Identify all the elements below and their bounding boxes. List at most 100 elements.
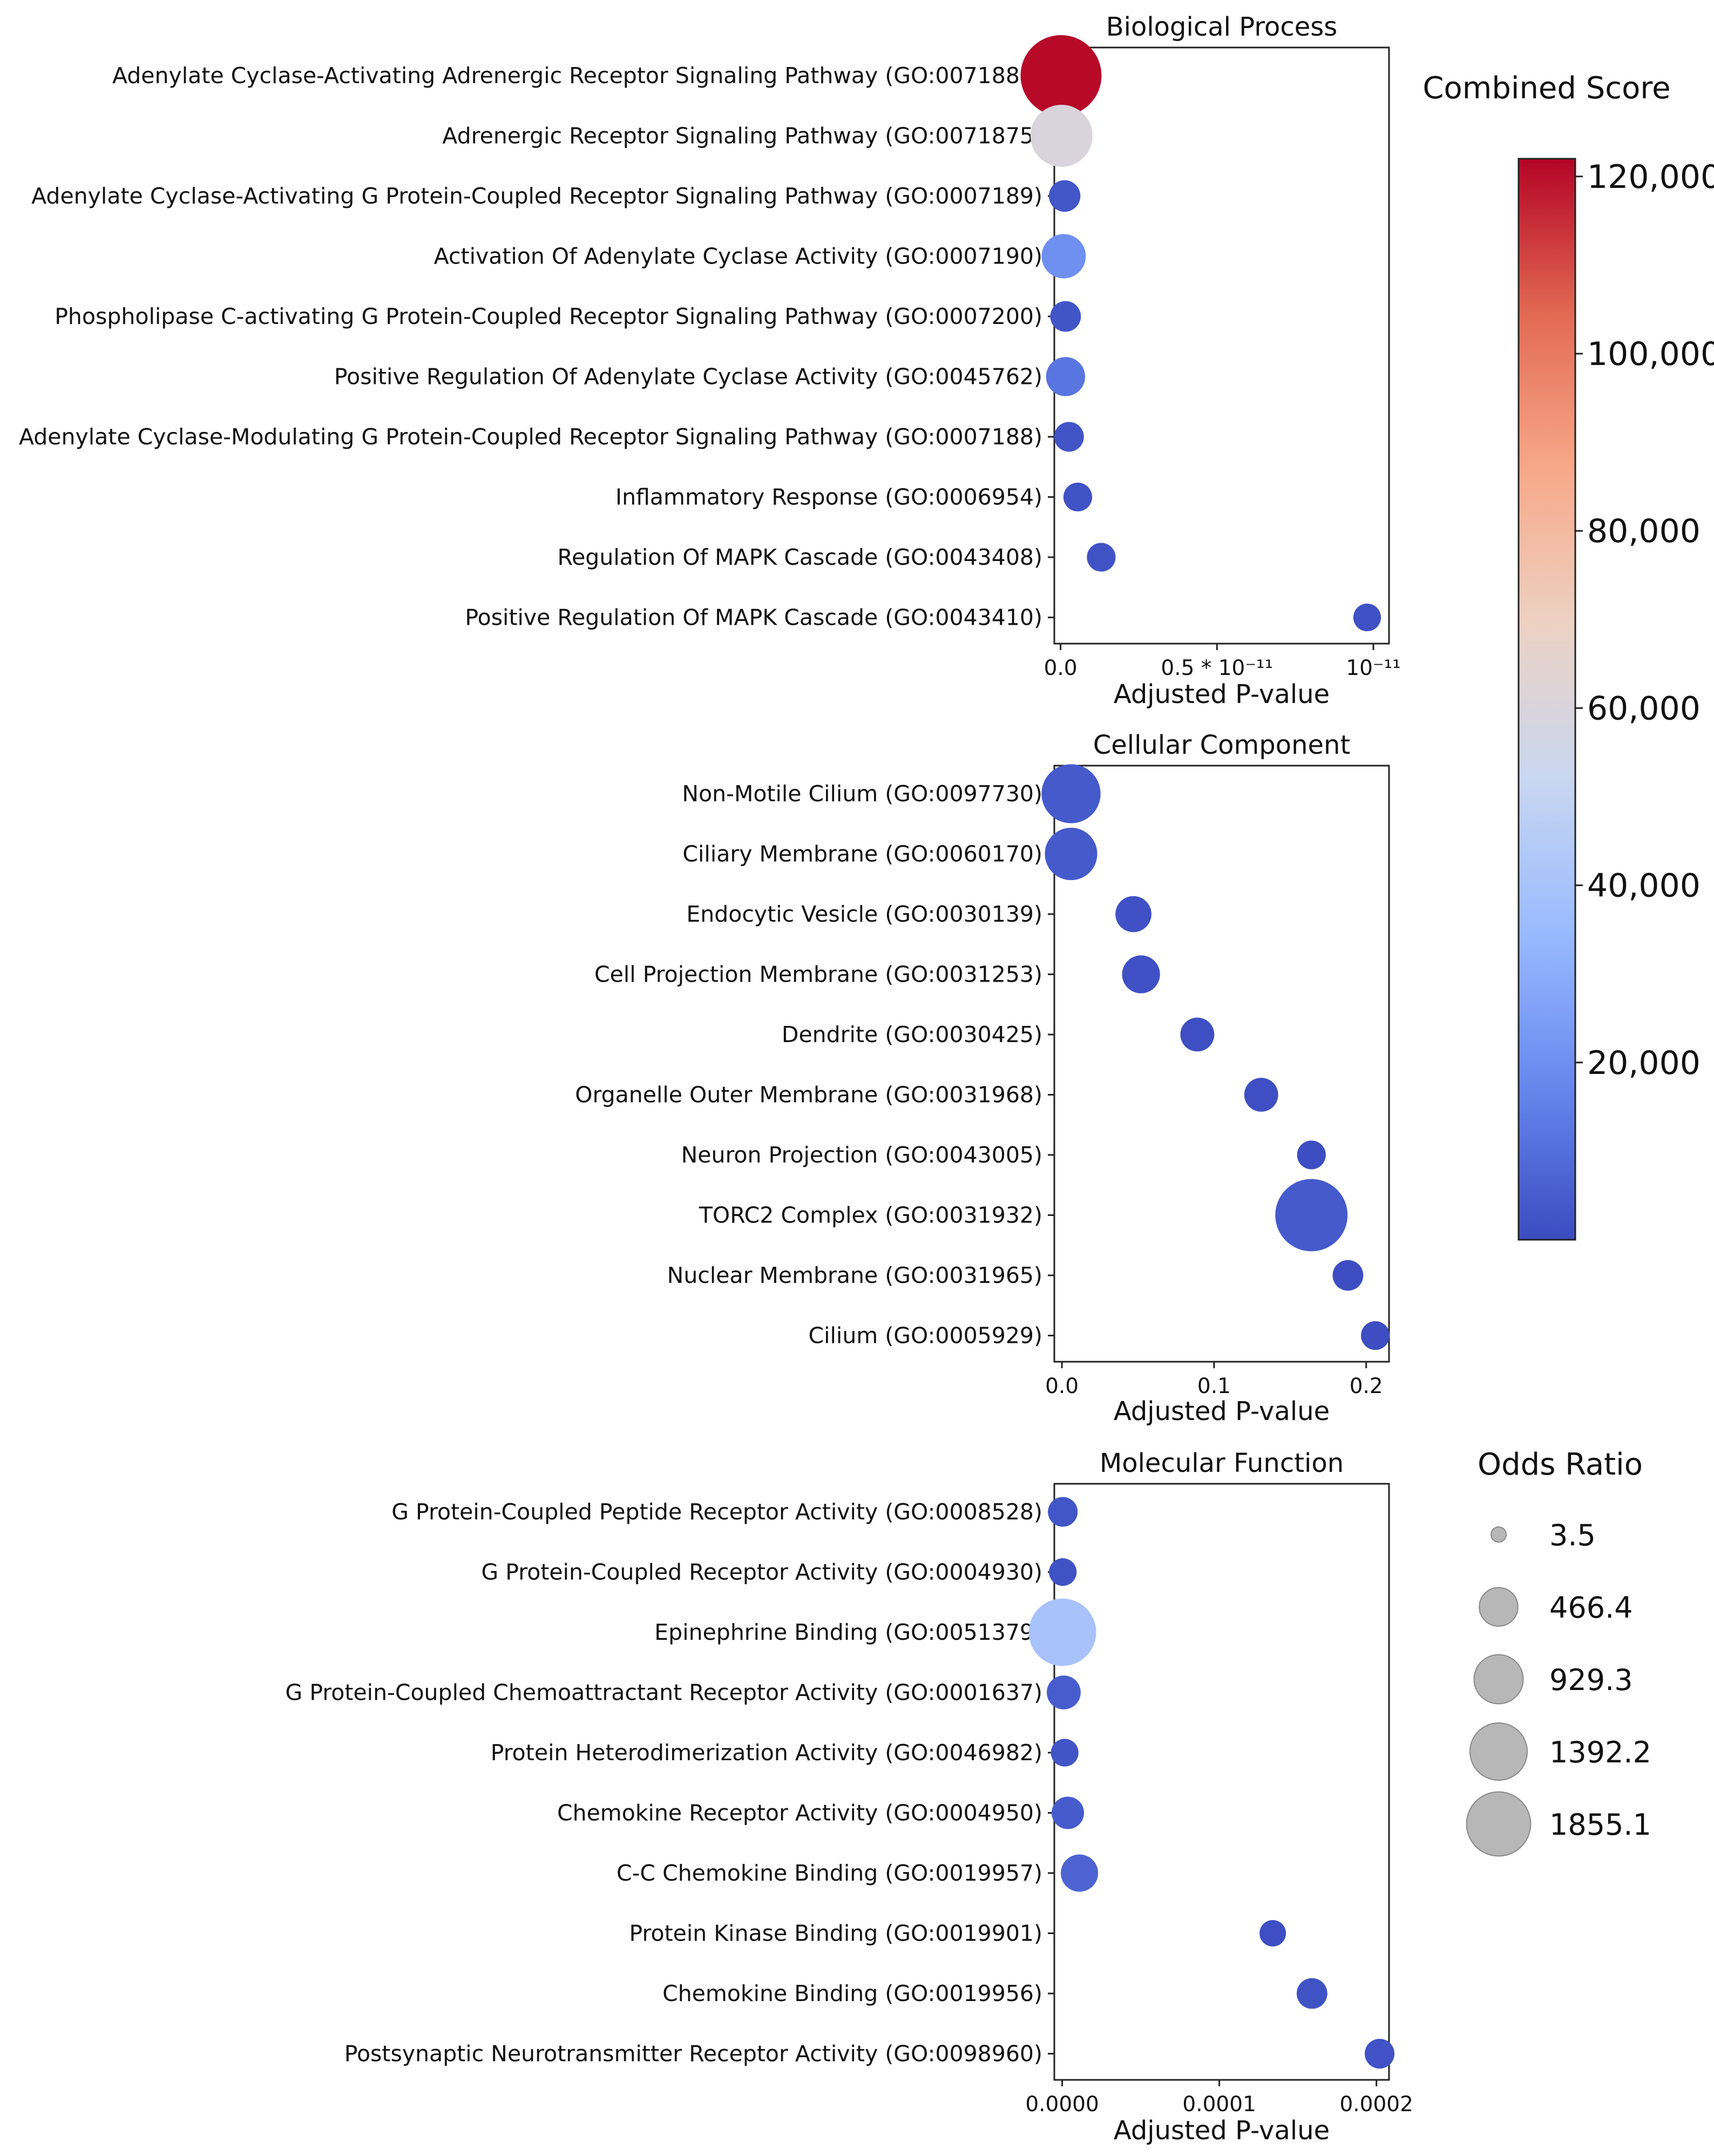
term-label: Inflammatory Response (GO:0006954) [615,484,1042,510]
data-point [1115,896,1151,932]
term-label: Neuron Projection (GO:0043005) [681,1142,1042,1168]
term-label: Protein Kinase Binding (GO:0019901) [629,1921,1042,1947]
term-label: Adenylate Cyclase-Activating G Protein-C… [31,183,1042,209]
x-tick-label: 0.0002 [1339,2092,1413,2117]
term-label: TORC2 Complex (GO:0031932) [699,1202,1042,1228]
data-point [1054,422,1084,452]
x-axis-label: Adjusted P-value [1114,1396,1330,1427]
size-legend-title: Odds Ratio [1478,1447,1643,1482]
data-point [1051,1739,1079,1767]
panel-title: Biological Process [1106,12,1338,42]
data-point [1047,1675,1081,1709]
plot-frame [1053,765,1390,1363]
x-tick-label: 0.1 [1197,1374,1231,1398]
data-point [1052,1796,1085,1829]
term-label: Adenylate Cyclase-Modulating G Protein-C… [19,424,1042,450]
colorbar-tick-label: 60,000 [1587,690,1701,727]
size-legend-label: 929.3 [1549,1663,1633,1697]
colorbar-tick-label: 120,000 [1587,158,1714,196]
term-label: Adrenergic Receptor Signaling Pathway (G… [442,123,1042,149]
panel-title: Cellular Component [1093,730,1351,760]
term-label: Positive Regulation Of Adenylate Cyclase… [334,364,1042,390]
term-label: Endocytic Vesicle (GO:0030139) [686,901,1042,927]
colorbar-tick-label: 20,000 [1587,1044,1701,1082]
data-point [1122,955,1160,993]
panel-biological-process: Biological Process Adenylate Cyclase-Act… [19,12,1401,709]
term-label: Cell Projection Membrane (GO:0031253) [594,962,1042,988]
term-label: C-C Chemokine Binding (GO:0019957) [617,1860,1042,1886]
size-legend: Odds Ratio 3.5 466.4 929.3 1392.2 1855.1 [1466,1447,1651,1857]
data-point [1049,1558,1077,1586]
data-point [1050,301,1081,332]
data-point [1275,1179,1348,1252]
size-legend-marker [1469,1722,1528,1781]
term-label: Chemokine Binding (GO:0019956) [662,1981,1042,2006]
colorbar: Combined Score 20,000 40,000 60,000 80,000 1… [1422,71,1714,1241]
data-point [1048,180,1081,212]
panel-molecular-function: Molecular Function G Protein-Coupled Pep… [286,1448,1413,2146]
colorbar-tick-label: 40,000 [1587,867,1701,905]
size-legend-label: 466.4 [1549,1591,1633,1625]
data-point [1297,1140,1326,1170]
data-point [1296,1978,1327,2009]
size-legend-marker [1473,1654,1524,1705]
data-point [1244,1078,1278,1112]
x-tick-label: 0.0 [1045,1374,1079,1398]
x-tick-label: 0.0001 [1182,2092,1256,2117]
term-label: G Protein-Coupled Chemoattractant Recept… [286,1680,1042,1706]
data-point [1046,357,1086,396]
term-label: Non-Motile Cilium (GO:0097730) [682,781,1042,807]
colorbar-gradient [1517,158,1576,1241]
term-label: Epinephrine Binding (GO:0051379) [654,1619,1042,1645]
colorbar-tick-label: 100,000 [1587,335,1714,373]
term-label: Protein Heterodimerization Activity (GO:… [491,1740,1042,1766]
data-point [1361,1321,1390,1350]
term-label: Phospholipase C-activating G Protein-Cou… [55,303,1042,329]
term-label: Regulation Of MAPK Cascade (GO:0043408) [557,544,1042,570]
data-point [1045,827,1097,881]
term-label: Adenylate Cyclase-Activating Adrenergic … [112,63,1042,89]
term-label: Ciliary Membrane (GO:0060170) [682,841,1042,867]
size-legend-label: 3.5 [1549,1518,1596,1552]
data-point [1048,1497,1078,1527]
data-point [1259,1920,1286,1947]
term-label: Dendrite (GO:0030425) [782,1022,1042,1047]
x-axis-label: Adjusted P-value [1114,679,1330,709]
data-point [1063,482,1093,512]
term-label: Nuclear Membrane (GO:0031965) [667,1262,1042,1288]
x-axis-label: Adjusted P-value [1114,2116,1330,2146]
size-legend-marker [1490,1526,1507,1543]
term-label: G Protein-Coupled Receptor Activity (GO:… [481,1559,1042,1585]
data-point [1332,1260,1364,1291]
data-point [1028,1598,1096,1666]
term-label: Postsynaptic Neurotransmitter Receptor A… [344,2041,1042,2067]
term-label: G Protein-Coupled Peptide Receptor Activ… [391,1499,1042,1525]
term-label: Positive Regulation Of MAPK Cascade (GO:… [465,605,1042,631]
data-point [1180,1017,1215,1052]
colorbar-title: Combined Score [1422,71,1670,106]
term-label: Organelle Outer Membrane (GO:0031968) [575,1082,1042,1108]
term-label: Cilium (GO:0005929) [809,1323,1042,1349]
data-point [1353,603,1381,632]
x-tick-label: 10⁻¹¹ [1346,656,1400,680]
data-point [1364,2038,1395,2069]
plot-frame [1053,46,1390,645]
x-tick-label: 0.0000 [1025,2092,1099,2117]
term-label: Chemokine Receptor Activity (GO:0004950) [557,1800,1042,1826]
data-point [1020,35,1102,116]
data-point [1041,234,1086,279]
size-legend-marker [1466,1791,1532,1857]
panel-title: Molecular Function [1100,1448,1344,1478]
data-point [1030,105,1093,167]
term-label: Activation Of Adenylate Cyclase Activity… [434,244,1042,269]
size-legend-label: 1855.1 [1549,1808,1651,1842]
data-point [1061,1854,1099,1892]
x-tick-label: 0.5 * 10⁻¹¹ [1161,656,1273,680]
size-legend-label: 1392.2 [1549,1735,1651,1769]
panel-cellular-component: Cellular Component Non-Motile Cilium (GO… [575,730,1390,1427]
plot-frame [1053,1483,1390,2081]
x-tick-label: 0.2 [1350,1374,1383,1398]
colorbar-tick-label: 80,000 [1587,512,1701,550]
size-legend-marker [1479,1587,1519,1627]
